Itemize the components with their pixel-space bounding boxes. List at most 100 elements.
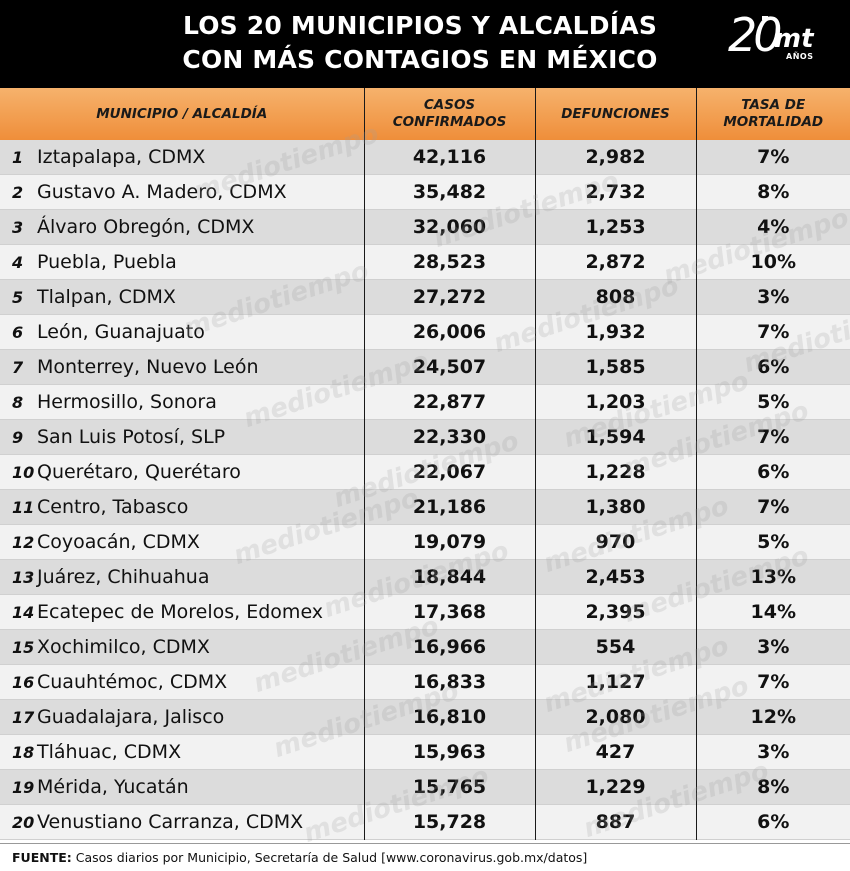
rank-number: 17 (12, 708, 37, 727)
tasa-cell: 6% (696, 805, 850, 840)
rank-number: 12 (12, 533, 37, 552)
defunciones-cell: 808 (535, 280, 696, 315)
rank-number: 11 (12, 498, 37, 517)
defunciones-cell: 1,585 (535, 350, 696, 385)
defunciones-cell: 1,203 (535, 385, 696, 420)
logo-number: 20 (728, 8, 779, 62)
municipio-name: Venustiano Carranza, CDMX (37, 811, 303, 833)
casos-cell: 22,877 (364, 385, 535, 420)
defunciones-cell: 2,732 (535, 175, 696, 210)
tasa-cell: 6% (696, 350, 850, 385)
casos-cell: 21,186 (364, 490, 535, 525)
tasa-cell: 7% (696, 490, 850, 525)
casos-cell: 32,060 (364, 210, 535, 245)
defunciones-cell: 1,594 (535, 420, 696, 455)
municipio-name: Iztapalapa, CDMX (37, 146, 205, 168)
municipio-name: Centro, Tabasco (37, 496, 188, 518)
casos-cell: 28,523 (364, 245, 535, 280)
source-label: FUENTE: (12, 850, 72, 865)
defunciones-cell: 1,253 (535, 210, 696, 245)
casos-header-line-1: CASOS (365, 97, 535, 114)
logo-anos: AÑOS (786, 52, 813, 61)
casos-cell: 15,728 (364, 805, 535, 840)
title-line-1: LOS 20 MUNICIPIOS Y ALCALDÍAS (150, 9, 690, 43)
casos-cell: 19,079 (364, 525, 535, 560)
rank-number: 3 (12, 218, 37, 237)
rank-number: 6 (12, 323, 37, 342)
rank-number: 18 (12, 743, 37, 762)
municipio-name: Coyoacán, CDMX (37, 531, 200, 553)
casos-cell: 22,067 (364, 455, 535, 490)
rank-number: 13 (12, 568, 37, 587)
municipio-name: Tlalpan, CDMX (37, 286, 176, 308)
page-title: LOS 20 MUNICIPIOS Y ALCALDÍAS CON MÁS CO… (150, 9, 690, 77)
rank-number: 1 (12, 148, 37, 167)
casos-cell: 22,330 (364, 420, 535, 455)
defunciones-cell: 427 (535, 735, 696, 770)
casos-cell: 16,810 (364, 700, 535, 735)
tasa-cell: 3% (696, 630, 850, 665)
title-line-2: CON MÁS CONTAGIOS EN MÉXICO (150, 43, 690, 77)
tasa-header-line-2: MORTALIDAD (697, 114, 850, 131)
defunciones-cell: 970 (535, 525, 696, 560)
column-header-municipio: MUNICIPIO / ALCALDÍA (0, 88, 364, 140)
defunciones-cell: 1,127 (535, 665, 696, 700)
rank-number: 20 (12, 813, 37, 832)
tasa-cell: 6% (696, 455, 850, 490)
rank-number: 19 (12, 778, 37, 797)
tasa-header-line-1: TASA DE (697, 97, 850, 114)
defunciones-cell: 2,872 (535, 245, 696, 280)
header-bar: LOS 20 MUNICIPIOS Y ALCALDÍAS CON MÁS CO… (0, 0, 850, 88)
casos-cell: 16,966 (364, 630, 535, 665)
casos-cell: 18,844 (364, 560, 535, 595)
tasa-cell: 8% (696, 175, 850, 210)
defunciones-cell: 1,229 (535, 770, 696, 805)
defunciones-cell: 2,453 (535, 560, 696, 595)
source-note: FUENTE: Casos diarios por Municipio, Sec… (12, 850, 587, 865)
municipio-name: Álvaro Obregón, CDMX (37, 216, 254, 238)
rank-number: 9 (12, 428, 37, 447)
rank-number: 14 (12, 603, 37, 622)
casos-cell: 16,833 (364, 665, 535, 700)
defunciones-cell: 2,982 (535, 140, 696, 175)
municipio-name: Tláhuac, CDMX (37, 741, 181, 763)
municipio-name: Juárez, Chihuahua (37, 566, 209, 588)
tasa-cell: 3% (696, 280, 850, 315)
source-text: Casos diarios por Municipio, Secretaría … (72, 850, 588, 865)
tasa-cell: 12% (696, 700, 850, 735)
casos-header-line-2: CONFIRMADOS (365, 114, 535, 131)
tasa-cell: 5% (696, 525, 850, 560)
municipio-name: Cuauhtémoc, CDMX (37, 671, 227, 693)
logo-mt: mt (774, 24, 814, 54)
tasa-cell: 7% (696, 315, 850, 350)
municipio-name: Puebla, Puebla (37, 251, 177, 273)
rank-number: 15 (12, 638, 37, 657)
mt-20-anos-logo: 20 mt AÑOS (728, 14, 828, 72)
